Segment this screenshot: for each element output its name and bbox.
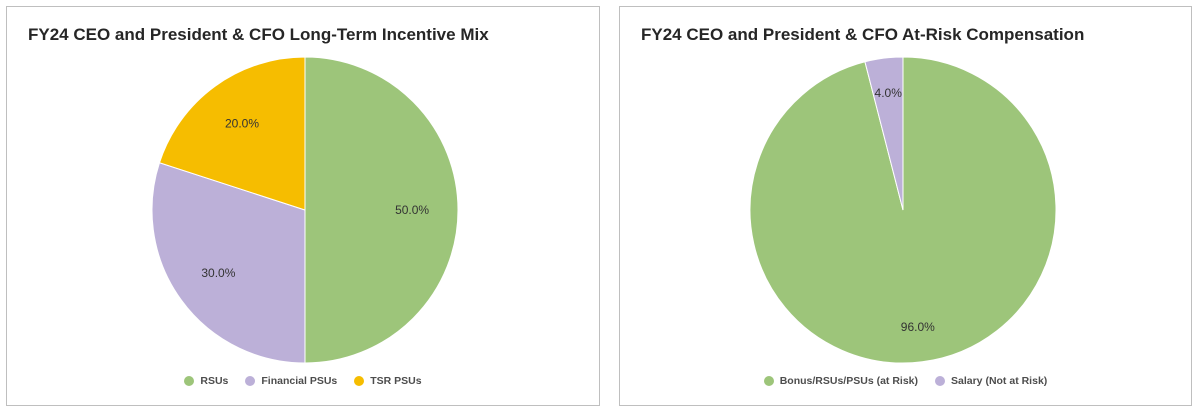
slice-label-financial-psus: 30.0% bbox=[201, 266, 235, 280]
pie-slice-tsr-psus bbox=[158, 56, 306, 211]
chart-title: FY24 CEO and President & CFO At-Risk Com… bbox=[641, 25, 1085, 44]
slice-label-tsr-psus: 20.0% bbox=[225, 116, 259, 130]
chart-legend: RSUs Financial PSUs TSR PSUs bbox=[7, 375, 599, 387]
legend-swatch bbox=[763, 376, 774, 386]
chart-panel-incentive-mix: FY24 CEO and President & CFO Long-Term I… bbox=[6, 6, 600, 406]
legend-label: Salary (Not at Risk) bbox=[951, 375, 1048, 387]
legend-item-salary-not-at-risk: Salary (Not at Risk) bbox=[935, 375, 1047, 387]
chart-legend: Bonus/RSUs/PSUs (at Risk) Salary (Not at … bbox=[620, 375, 1191, 387]
legend-swatch bbox=[184, 376, 195, 386]
legend-swatch bbox=[245, 376, 256, 386]
legend-swatch bbox=[354, 376, 365, 386]
slice-label-salary-not-at-risk: 4.0% bbox=[875, 86, 903, 100]
legend-item-financial-psus: Financial PSUs bbox=[245, 375, 337, 387]
legend-item-rsus: RSUs bbox=[184, 375, 228, 387]
chart-panel-at-risk: FY24 CEO and President & CFO At-Risk Com… bbox=[619, 6, 1192, 406]
slice-label-rsus: 50.0% bbox=[395, 203, 429, 217]
pie-chart-at-risk: 96.0% 4.0% bbox=[749, 56, 1057, 364]
pie-slice-salary-not-at-risk bbox=[864, 56, 904, 211]
legend-label: RSUs bbox=[200, 375, 229, 387]
legend-label: Financial PSUs bbox=[261, 375, 338, 387]
legend-item-bonus-rsus-psus-at-risk: Bonus/RSUs/PSUs (at Risk) bbox=[763, 375, 918, 387]
pie-slice-financial-psus bbox=[151, 162, 306, 364]
legend-label: Bonus/RSUs/PSUs (at Risk) bbox=[779, 375, 918, 387]
legend-item-tsr-psus: TSR PSUs bbox=[354, 375, 422, 387]
slice-label-bonus-rsus-psus-at-risk: 96.0% bbox=[901, 320, 935, 334]
legend-label: TSR PSUs bbox=[370, 375, 422, 387]
chart-title: FY24 CEO and President & CFO Long-Term I… bbox=[28, 25, 489, 44]
pie-slice-rsus bbox=[304, 56, 459, 364]
pie-chart-incentive-mix: 50.0% 30.0% 20.0% bbox=[151, 56, 459, 364]
legend-swatch bbox=[935, 376, 945, 386]
